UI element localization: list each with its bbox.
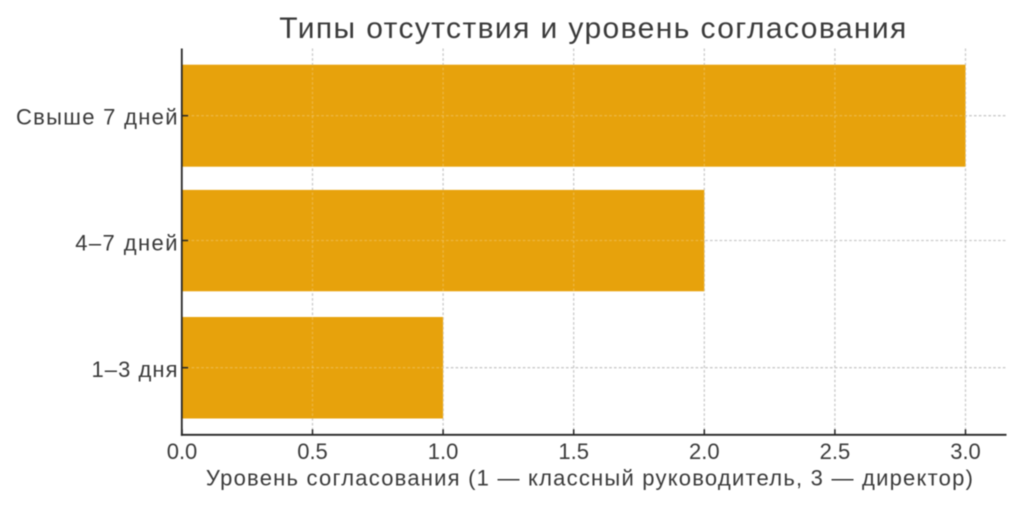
svg-text:2.0: 2.0 bbox=[689, 439, 720, 464]
svg-text:1.0: 1.0 bbox=[428, 439, 459, 464]
svg-text:0.0: 0.0 bbox=[167, 439, 198, 464]
svg-text:Типы отсутствия и уровень согл: Типы отсутствия и уровень согласования bbox=[279, 12, 906, 45]
svg-text:3.0: 3.0 bbox=[950, 439, 981, 464]
svg-text:0.5: 0.5 bbox=[297, 439, 328, 464]
svg-text:1.5: 1.5 bbox=[558, 439, 589, 464]
svg-text:2.5: 2.5 bbox=[820, 439, 851, 464]
svg-text:Свыше 7 дней: Свыше 7 дней bbox=[16, 105, 178, 130]
svg-text:Уровень согласования (1 — клас: Уровень согласования (1 — классный руков… bbox=[206, 466, 973, 491]
svg-text:4–7 дней: 4–7 дней bbox=[75, 231, 177, 256]
svg-text:1–3 дня: 1–3 дня bbox=[92, 357, 178, 382]
